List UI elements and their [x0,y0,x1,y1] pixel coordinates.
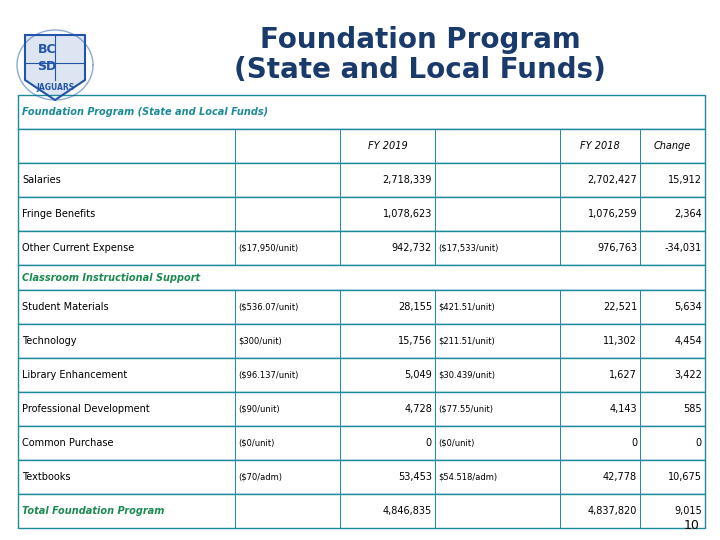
Text: $421.51/unit): $421.51/unit) [438,303,495,312]
Text: 10: 10 [684,519,700,532]
Text: 5,634: 5,634 [674,302,702,312]
Text: Common Purchase: Common Purchase [22,438,114,448]
Text: $54.518/adm): $54.518/adm) [438,472,497,482]
Text: Change: Change [654,141,691,151]
Bar [18,197,705,231]
Text: 0: 0 [426,438,432,448]
Text: 53,453: 53,453 [398,472,432,482]
Text: $30.439/unit): $30.439/unit) [438,370,495,380]
Text: 3,422: 3,422 [674,370,702,380]
Text: ($77.55/unit): ($77.55/unit) [438,404,493,414]
Text: $300/unit): $300/unit) [238,337,282,346]
Text: ($0/unit): ($0/unit) [438,438,474,448]
Text: 0: 0 [631,438,637,448]
Text: 0: 0 [696,438,702,448]
Text: 4,143: 4,143 [609,404,637,414]
Text: 1,076,259: 1,076,259 [588,209,637,219]
Text: 585: 585 [683,404,702,414]
Bar [18,291,705,324]
Text: 976,763: 976,763 [597,243,637,253]
Text: 22,521: 22,521 [603,302,637,312]
Text: ($536.07/unit): ($536.07/unit) [238,303,298,312]
Text: 15,912: 15,912 [668,175,702,185]
Text: Foundation Program: Foundation Program [260,26,580,54]
Text: Library Enhancement: Library Enhancement [22,370,127,380]
Bar [18,163,705,197]
Bar [18,460,705,494]
Text: Student Materials: Student Materials [22,302,109,312]
Bar [18,358,705,392]
Polygon shape [25,35,85,100]
Text: 11,302: 11,302 [603,336,637,346]
Text: SD: SD [37,60,57,73]
Text: 10,675: 10,675 [668,472,702,482]
Text: -34,031: -34,031 [665,243,702,253]
Text: ($96.137/unit): ($96.137/unit) [238,370,298,380]
Text: 4,837,820: 4,837,820 [588,506,637,516]
Text: Professional Development: Professional Development [22,404,150,414]
Text: FY 2018: FY 2018 [580,141,620,151]
Text: Total Foundation Program: Total Foundation Program [22,506,164,516]
Text: 4,454: 4,454 [674,336,702,346]
Text: 2,364: 2,364 [674,209,702,219]
Text: Classroom Instructional Support: Classroom Instructional Support [22,273,200,282]
Text: Salaries: Salaries [22,175,60,185]
Text: ($17,950/unit): ($17,950/unit) [238,244,298,252]
Text: 15,756: 15,756 [398,336,432,346]
Text: 942,732: 942,732 [392,243,432,253]
Text: ($0/unit): ($0/unit) [238,438,274,448]
Text: 5,049: 5,049 [404,370,432,380]
Bar [18,129,705,163]
Text: Technology: Technology [22,336,76,346]
Bar [18,95,705,129]
Text: 2,702,427: 2,702,427 [588,175,637,185]
Text: Fringe Benefits: Fringe Benefits [22,209,95,219]
Text: 42,778: 42,778 [603,472,637,482]
Text: ($70/adm): ($70/adm) [238,472,282,482]
Text: Foundation Program (State and Local Funds): Foundation Program (State and Local Fund… [22,107,268,117]
Text: BC: BC [37,43,56,56]
Bar [18,265,705,291]
Bar [18,392,705,426]
Text: Other Current Expense: Other Current Expense [22,243,134,253]
Text: 4,846,835: 4,846,835 [383,506,432,516]
Text: ($90/unit): ($90/unit) [238,404,279,414]
Text: 9,015: 9,015 [674,506,702,516]
Text: 28,155: 28,155 [398,302,432,312]
Text: FY 2019: FY 2019 [368,141,408,151]
Bar [18,324,705,358]
Text: (State and Local Funds): (State and Local Funds) [234,56,606,84]
Text: ($17,533/unit): ($17,533/unit) [438,244,498,252]
Text: 2,718,339: 2,718,339 [382,175,432,185]
Text: 1,627: 1,627 [609,370,637,380]
Bar [18,494,705,528]
Text: 1,078,623: 1,078,623 [382,209,432,219]
Text: 4,728: 4,728 [404,404,432,414]
Bar [18,426,705,460]
Text: $211.51/unit): $211.51/unit) [438,337,495,346]
Bar [18,231,705,265]
Text: JAGUARS: JAGUARS [36,83,74,92]
Text: Textbooks: Textbooks [22,472,71,482]
